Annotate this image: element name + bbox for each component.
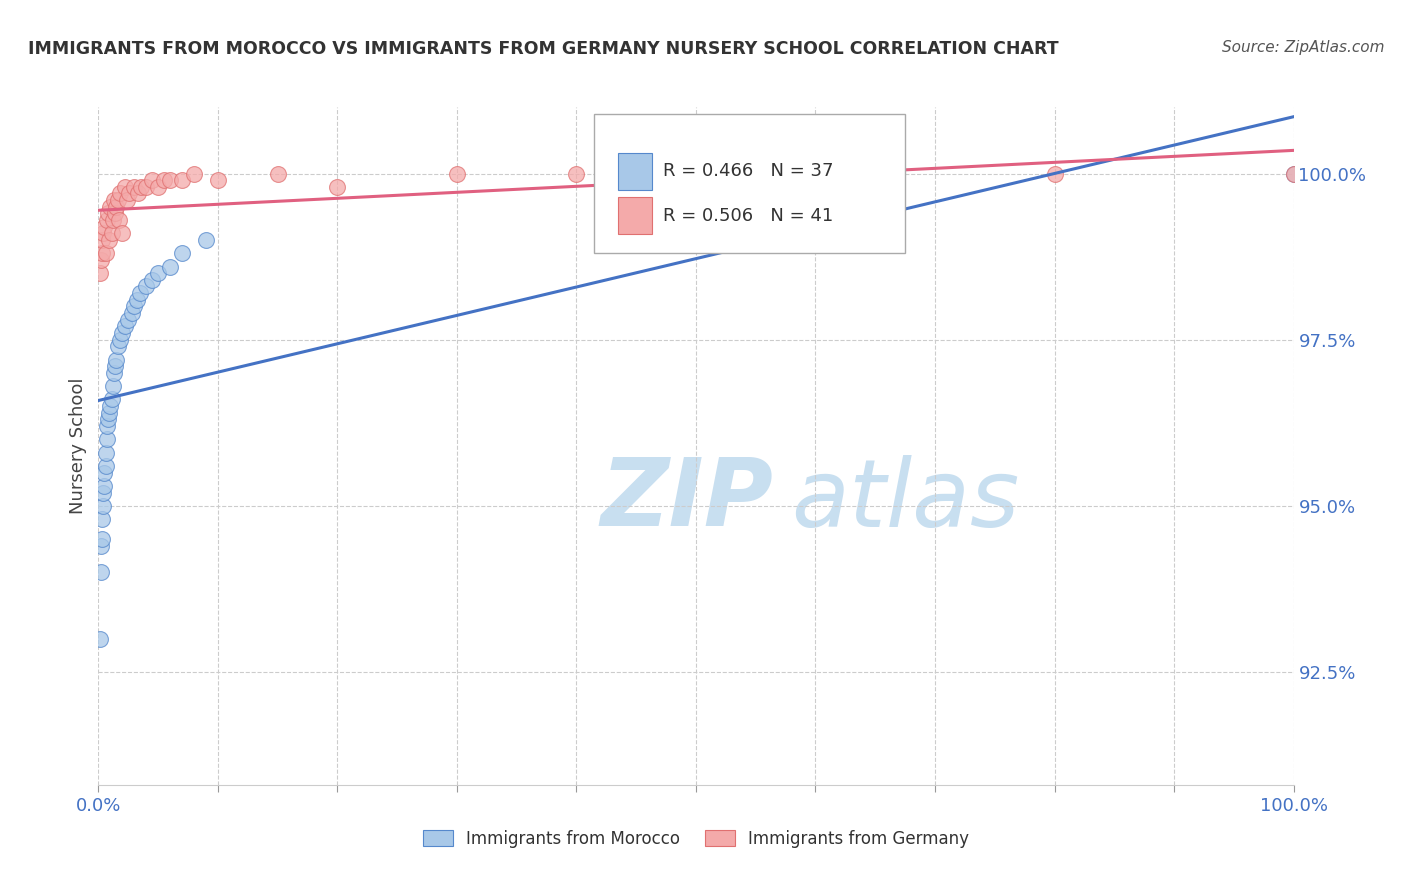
Point <box>107 193 129 207</box>
Text: IMMIGRANTS FROM MOROCCO VS IMMIGRANTS FROM GERMANY NURSERY SCHOOL CORRELATION CH: IMMIGRANTS FROM MOROCCO VS IMMIGRANTS FR… <box>28 40 1059 58</box>
Point <box>135 179 157 194</box>
Point <box>101 213 124 227</box>
Bar <box>619 197 652 234</box>
Point <box>135 279 157 293</box>
Point <box>153 173 176 187</box>
Point <box>94 445 117 459</box>
Point <box>94 246 117 260</box>
Point <box>195 233 218 247</box>
Point <box>97 412 120 426</box>
Point <box>98 406 121 420</box>
Point <box>207 173 229 187</box>
Point <box>103 366 125 380</box>
Point <box>91 246 114 260</box>
Point <box>90 539 112 553</box>
Point <box>114 319 136 334</box>
Point <box>148 266 170 280</box>
FancyBboxPatch shape <box>595 114 905 252</box>
Point <box>100 392 122 407</box>
Text: R = 0.466   N = 37: R = 0.466 N = 37 <box>662 162 832 180</box>
Point <box>565 167 588 181</box>
Point <box>108 333 131 347</box>
Legend: Immigrants from Morocco, Immigrants from Germany: Immigrants from Morocco, Immigrants from… <box>416 823 976 855</box>
Point <box>107 339 129 353</box>
Point <box>91 233 114 247</box>
Point <box>159 173 181 187</box>
Text: R = 0.506   N = 41: R = 0.506 N = 41 <box>662 207 832 225</box>
Point <box>131 179 153 194</box>
Point <box>103 193 125 207</box>
Point <box>1043 167 1066 181</box>
Point <box>91 532 114 546</box>
Point <box>91 512 114 526</box>
Point <box>124 300 146 314</box>
Point <box>804 167 827 181</box>
Point <box>141 273 163 287</box>
Point <box>89 266 111 280</box>
Point <box>96 433 118 447</box>
Point <box>183 167 205 181</box>
Point <box>96 213 118 227</box>
Point <box>100 227 122 241</box>
Point <box>93 219 115 234</box>
Point <box>117 312 139 326</box>
Point <box>105 200 128 214</box>
Point <box>111 326 134 340</box>
Point <box>93 479 115 493</box>
Y-axis label: Nursery School: Nursery School <box>69 377 87 515</box>
Point <box>1282 167 1305 181</box>
Point <box>114 179 136 194</box>
Point <box>115 193 138 207</box>
Point <box>104 206 127 220</box>
Point <box>141 173 163 187</box>
Point <box>89 632 111 646</box>
Point <box>93 466 115 480</box>
Point <box>111 227 134 241</box>
Point <box>90 566 112 580</box>
Point <box>91 227 114 241</box>
Point <box>97 206 120 220</box>
Point <box>105 352 128 367</box>
Point <box>101 379 124 393</box>
Point <box>1282 167 1305 181</box>
Point <box>91 499 114 513</box>
Point <box>91 485 114 500</box>
Point <box>98 399 122 413</box>
Point <box>446 167 468 181</box>
Point <box>326 179 349 194</box>
Point <box>121 306 143 320</box>
Point <box>118 186 141 201</box>
Point <box>108 186 131 201</box>
Point <box>104 359 127 374</box>
Point <box>159 260 181 274</box>
Point <box>129 286 152 301</box>
Point <box>98 200 122 214</box>
Point <box>94 458 117 473</box>
Point <box>124 179 146 194</box>
Point <box>267 167 290 181</box>
Point <box>172 246 194 260</box>
Point <box>127 186 149 201</box>
Bar <box>619 153 652 190</box>
Text: ZIP: ZIP <box>600 454 773 546</box>
Point <box>148 179 170 194</box>
Text: atlas: atlas <box>792 455 1019 546</box>
Point <box>125 293 148 307</box>
Point <box>90 252 112 267</box>
Point <box>98 233 121 247</box>
Text: Source: ZipAtlas.com: Source: ZipAtlas.com <box>1222 40 1385 55</box>
Point <box>107 213 129 227</box>
Point <box>96 419 118 434</box>
Point <box>172 173 194 187</box>
